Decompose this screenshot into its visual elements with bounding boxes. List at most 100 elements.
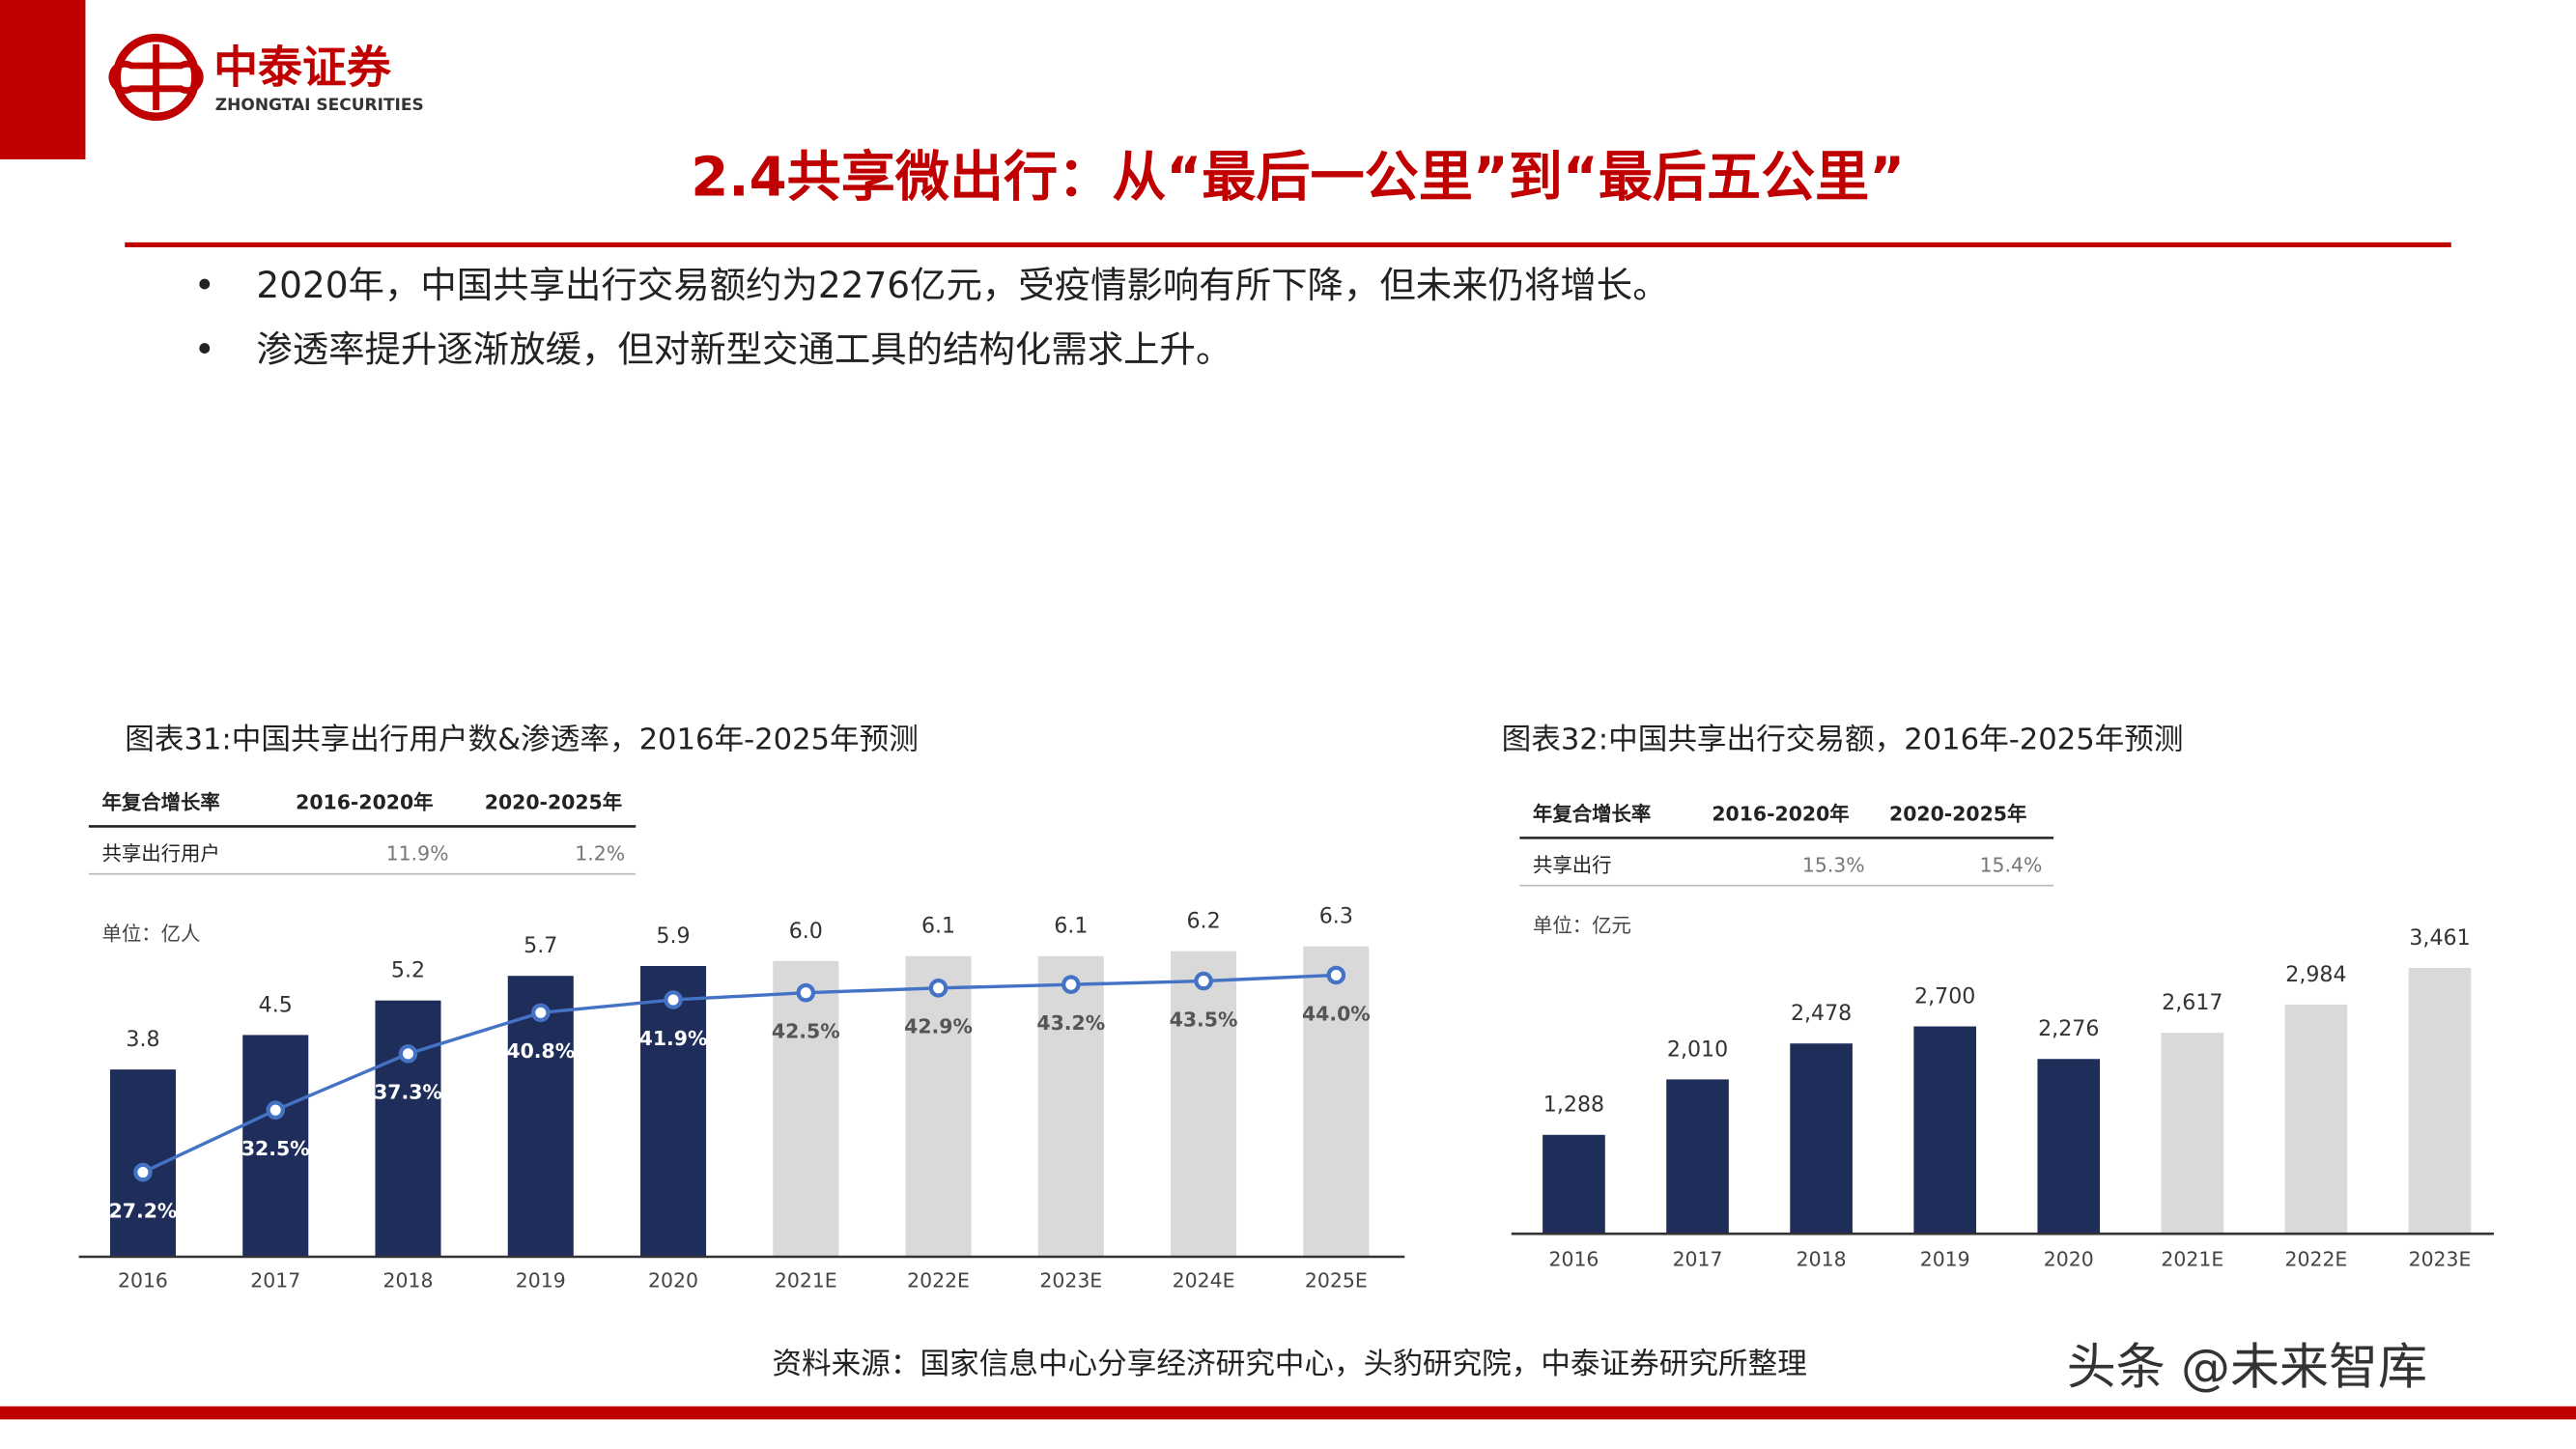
unit-label: 单位：亿人 [101, 923, 200, 946]
table-cell: 15.4% [1980, 853, 2043, 876]
bar [1790, 1043, 1853, 1235]
x-tick-label: 2016 [1549, 1247, 1599, 1270]
table-header: 2016-2020年 [296, 791, 433, 814]
x-tick-label: 2021E [2161, 1247, 2223, 1270]
x-tick-label: 2025E [1305, 1269, 1368, 1293]
bar-value-label: 5.7 [524, 933, 557, 958]
table-cell: 共享出行 [1533, 853, 1612, 876]
x-tick-label: 2023E [1039, 1269, 1102, 1293]
x-tick-label: 2020 [2044, 1247, 2094, 1270]
line-value-label: 42.9% [904, 1015, 973, 1038]
line-value-label: 37.3% [374, 1081, 442, 1104]
bar [2037, 1059, 2101, 1235]
bar-value-label: 2,984 [2285, 962, 2346, 987]
bar [1171, 951, 1237, 1258]
line-point [1062, 975, 1081, 994]
unit-label: 单位：亿元 [1533, 914, 1631, 937]
bar-value-label: 3.8 [126, 1027, 159, 1052]
x-tick-label: 2019 [516, 1269, 566, 1293]
bar-value-label: 6.0 [789, 919, 823, 944]
bar-value-label: 4.5 [259, 992, 293, 1017]
x-tick-label: 2023E [2409, 1247, 2472, 1270]
line-point [796, 982, 816, 1003]
bar [2284, 1004, 2348, 1235]
bar [1913, 1026, 1977, 1235]
table-cell: 1.2% [575, 841, 625, 865]
bar [1543, 1134, 1605, 1235]
x-tick-label: 2019 [1920, 1247, 1970, 1270]
bar [507, 976, 574, 1258]
line-value-label: 32.5% [241, 1137, 310, 1160]
slide-title: 2.4共享微出行：从“最后一公里”到“最后五公里” [691, 147, 1905, 210]
line [142, 973, 1337, 1175]
table-header: 2016-2020年 [1712, 803, 1849, 826]
bar-value-label: 5.9 [656, 923, 690, 949]
logo-ring [112, 33, 200, 121]
chart-title: 图表31:中国共享出行用户数&渗透率，2016年-2025年预测 [125, 724, 919, 757]
bar [375, 1000, 441, 1258]
bar [242, 1035, 309, 1258]
source-note: 资料来源：国家信息中心分享经济研究中心，头豹研究院，中泰证券研究所整理 [772, 1348, 1806, 1381]
bar-value-label: 3,461 [2409, 925, 2470, 951]
line-value-label: 41.9% [639, 1027, 708, 1050]
bar-value-label: 6.1 [1054, 914, 1088, 939]
bar [1037, 955, 1104, 1258]
line-value-label: 44.0% [1302, 1002, 1371, 1025]
x-tick-label: 2020 [648, 1269, 698, 1293]
line-value-label: 43.5% [1170, 1008, 1238, 1031]
bar [640, 966, 707, 1258]
bullet: 渗透率提升逐渐放缓，但对新型交通工具的结构化需求上升。 [256, 327, 1231, 370]
x-tick-label: 2016 [118, 1269, 168, 1293]
line-point [664, 990, 683, 1009]
x-tick-label: 2024E [1173, 1269, 1235, 1293]
line-value-label: 42.5% [772, 1020, 840, 1043]
line-point [133, 1162, 153, 1182]
table-header: 年复合增长率 [101, 791, 219, 814]
line-point [928, 979, 948, 998]
bar-value-label: 2,010 [1667, 1037, 1728, 1062]
bar [905, 955, 972, 1258]
bar [2161, 1033, 2224, 1235]
chart-title: 图表32:中国共享出行交易额，2016年-2025年预测 [1502, 724, 2184, 757]
x-tick-label: 2022E [907, 1269, 970, 1293]
bullet-dot: • [194, 327, 215, 370]
line-point [530, 1003, 551, 1023]
line-value-label: 27.2% [109, 1199, 178, 1222]
line-point [398, 1044, 418, 1064]
table-cell: 共享出行用户 [101, 841, 219, 865]
table-cell: 11.9% [386, 841, 449, 865]
bullet-dot: • [194, 264, 215, 306]
x-tick-label: 2018 [383, 1269, 434, 1293]
table-cell: 15.3% [1802, 853, 1865, 876]
logo-mark [108, 43, 204, 110]
bar-value-label: 6.2 [1186, 909, 1220, 934]
bar-value-label: 6.1 [921, 914, 955, 939]
bar-value-label: 2,478 [1791, 1001, 1852, 1026]
bar-value-label: 5.2 [391, 958, 425, 983]
bar-value-label: 2,617 [2162, 990, 2222, 1015]
bar-value-label: 1,288 [1543, 1093, 1604, 1118]
x-tick-label: 2018 [1797, 1247, 1847, 1270]
line-point [1194, 971, 1213, 991]
x-tick-label: 2022E [2285, 1247, 2348, 1270]
bar [1303, 946, 1370, 1258]
table-header: 2020-2025年 [485, 791, 622, 814]
bar-value-label: 6.3 [1319, 903, 1353, 928]
table-header: 2020-2025年 [1889, 803, 2026, 826]
footer-bar [0, 1406, 2576, 1420]
line-point [266, 1100, 286, 1120]
bar [773, 960, 839, 1258]
x-tick-label: 2017 [1673, 1247, 1723, 1270]
line-value-label: 43.2% [1036, 1011, 1105, 1035]
line-value-label: 40.8% [506, 1039, 575, 1063]
bullet: 2020年，中国共享出行交易额约为2276亿元，受疫情影响有所下降，但未来仍将增… [256, 264, 1668, 306]
logo-cn: 中泰证券 [213, 42, 392, 94]
bar-value-label: 2,276 [2038, 1016, 2099, 1041]
corner-bar [0, 0, 86, 159]
bar [1666, 1079, 1729, 1235]
watermark: 头条 @未来智库 [2067, 1339, 2427, 1396]
x-tick-label: 2017 [250, 1269, 300, 1293]
table-header: 年复合增长率 [1533, 803, 1651, 826]
